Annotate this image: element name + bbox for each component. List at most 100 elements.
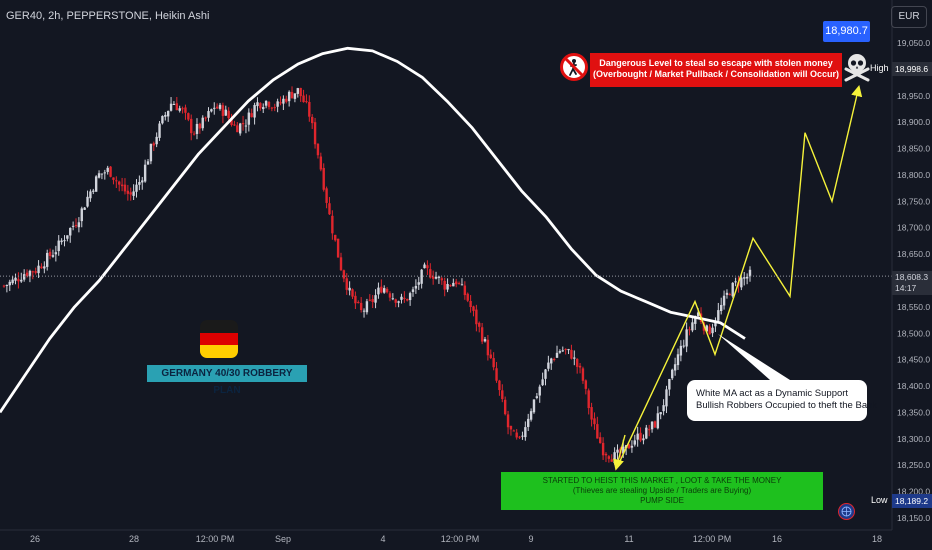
candle-body [253,104,256,118]
price-tick-label: 18,500.0 [897,328,930,338]
candle-body [417,282,420,285]
candle-body [570,349,573,359]
time-tick-label: 18 [872,534,882,544]
candle-body [37,265,40,274]
candle-body [351,289,354,297]
candle-body [607,456,611,459]
candle-body [161,115,164,124]
projection-zigzag [617,85,863,466]
candle-body [146,161,150,165]
candle-body [524,427,527,438]
candle-body [5,284,9,286]
robbery-plan-label: GERMANY 40/30 ROBBERY PLAN [147,365,307,396]
candle-body [17,279,20,282]
callout-pointer [718,334,790,380]
candle-body [489,354,492,359]
candle-body [550,358,553,364]
candle-body [391,298,395,300]
candle-body [740,277,743,288]
candle-body [596,424,599,439]
candle-body [599,437,602,444]
candle-body [383,288,386,293]
callout-line-1: White MA act as a Dynamic Support [696,388,849,399]
candle-body [518,436,521,438]
candle-body [198,123,202,129]
candle-body [495,368,498,381]
price-tick-label: 18,250.0 [897,460,930,470]
candle-body [57,240,60,252]
candle-body [138,182,141,185]
candle-body [590,407,593,420]
candle-body [705,325,708,332]
candle-body [374,295,377,303]
candle-body [331,215,334,234]
symbol-title[interactable]: GER40, 2h, PEPPERSTONE, Heikin Ashi [6,10,210,22]
candle-body [532,399,536,413]
candle-body [656,413,660,429]
price-tick-label: 18,300.0 [897,434,930,444]
candle-body [313,122,317,145]
candle-body [538,386,541,396]
candle-body [567,349,570,351]
candle-body [400,296,403,300]
candle-body [544,369,547,379]
moving-average-line [0,46,746,414]
candle-body [388,293,392,298]
candle-body [682,345,685,347]
candle-body [659,412,662,415]
price-tick-label: 18,650.0 [897,249,930,259]
candle-body [501,390,504,400]
candle-body [642,438,645,441]
candle-body [155,136,158,145]
candle-body [426,265,429,269]
candle-body [270,107,274,109]
candle-body [71,225,75,227]
candle-body [437,276,441,278]
candle-body [630,445,634,448]
candle-body [647,429,651,431]
candle-body [241,122,245,125]
currency-selector[interactable]: EUR [891,6,927,28]
candle-body [210,109,213,112]
candle-body [273,107,276,109]
candle-body [348,287,351,291]
candle-body [503,399,507,415]
candle-body [34,271,37,273]
candle-body [28,270,32,277]
candle-body [132,191,135,196]
candle-body [80,208,83,222]
candle-body [403,297,406,299]
candle-body [408,293,412,301]
candle-body [25,272,29,276]
candle-body [293,93,297,99]
candle-body [725,292,729,295]
candle-body [359,302,363,311]
candle-body [31,271,35,273]
candle-body [63,240,66,242]
candle-body [650,421,654,430]
candle-body [238,123,242,134]
heist-start-annotation: STARTED TO HEIST THIS MARKET , LOOT & TA… [501,472,823,510]
candle-body [299,87,302,97]
candle-body [365,301,369,313]
candle-body [633,440,636,445]
candle-body [446,284,449,290]
candle-body [368,299,371,301]
candle-body [420,269,423,284]
price-tick-label: 18,800.0 [897,170,930,180]
price-tick-label: 18,450.0 [897,355,930,365]
candle-body [175,103,179,111]
candle-body [14,277,17,281]
candle-body [708,326,711,335]
candle-body [328,203,331,215]
candle-body [308,101,311,117]
time-tick-label: 28 [129,534,139,544]
candle-body [250,113,253,118]
time-tick-label: 12:00 PM [196,534,235,544]
candle-body [123,184,127,192]
time-axis-ticks: 26 28 12:00 PM Sep 4 12:00 PM 9 11 12:00 PM 16 18 [30,534,882,544]
globe-icon[interactable] [838,503,855,520]
candle-body [509,425,513,430]
candle-body [74,224,78,227]
candle-body [558,351,562,353]
